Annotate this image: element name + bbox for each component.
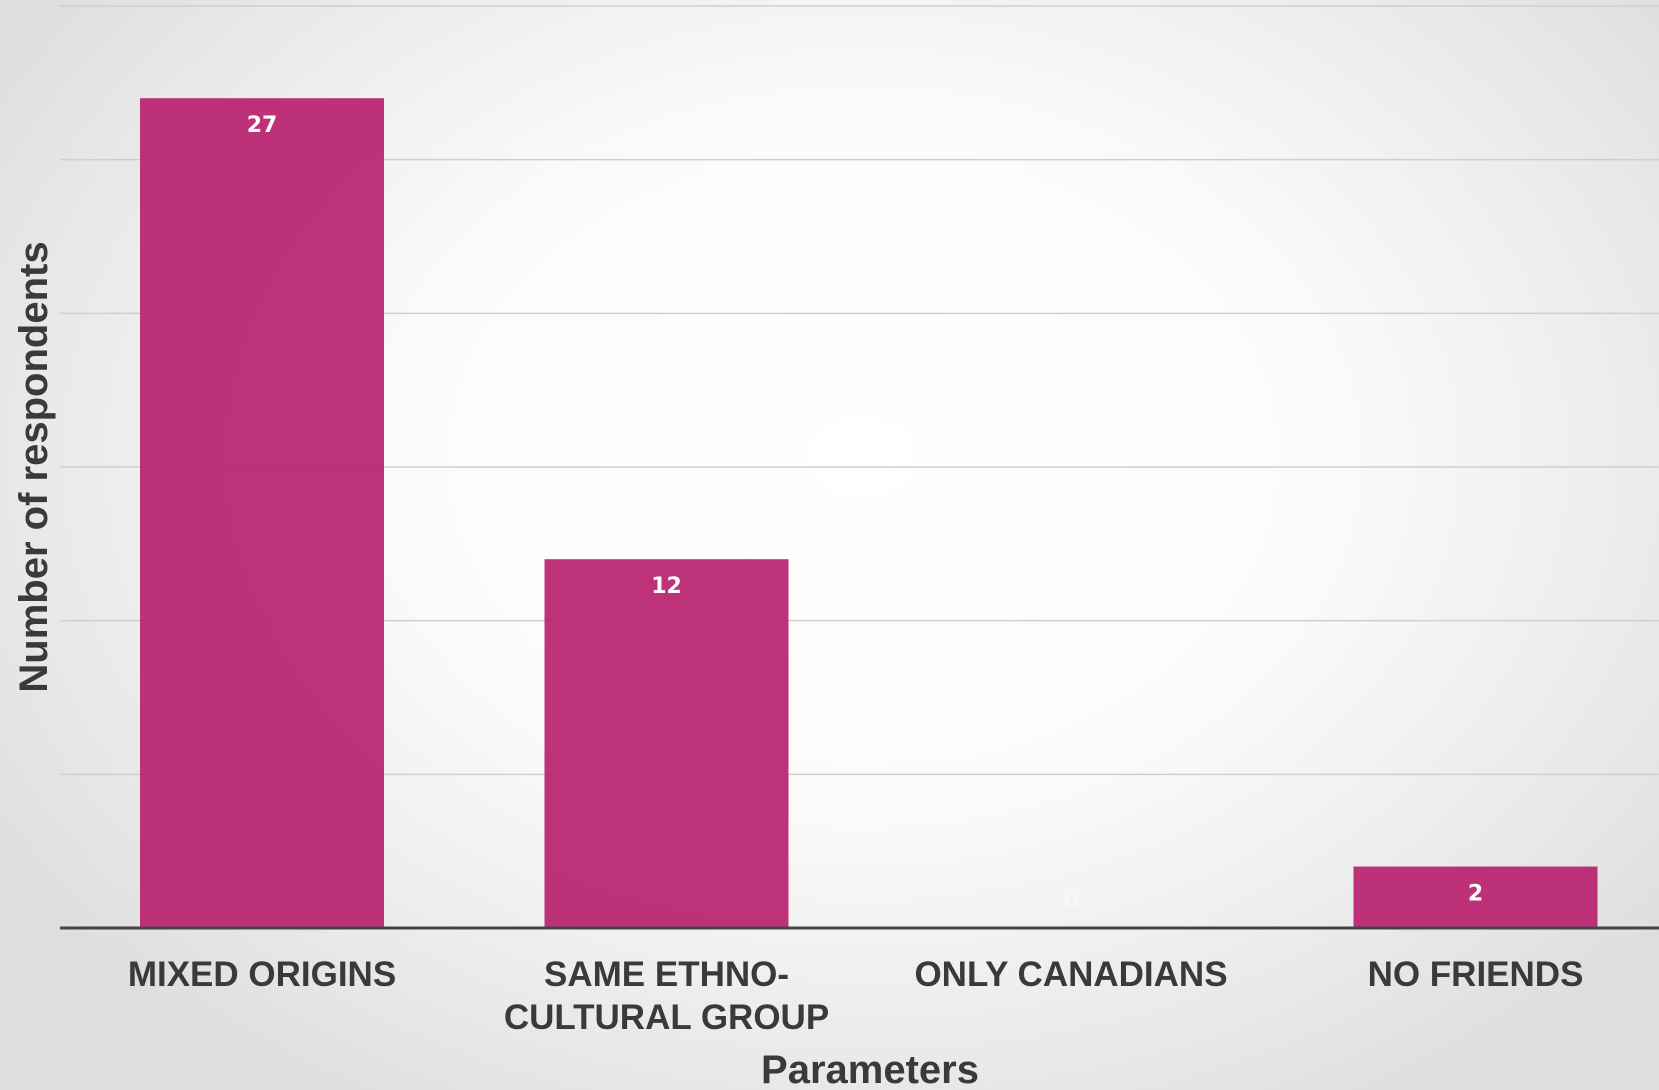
bar-1 bbox=[544, 559, 789, 928]
bars: 27 12 0 2 bbox=[140, 98, 1598, 928]
x-tick-label-3: NO FRIENDS bbox=[1368, 955, 1584, 994]
x-tick-label-2: ONLY CANADIANS bbox=[914, 955, 1227, 994]
x-tick-label-0: MIXED ORIGINS bbox=[128, 955, 396, 994]
data-label-3: 2 bbox=[1468, 882, 1483, 907]
bar-3 bbox=[1353, 866, 1598, 928]
x-tick-labels: MIXED ORIGINS SAME ETHNO-CULTURAL GROUP ON… bbox=[128, 955, 1584, 1037]
x-tick-label-1: SAME ETHNO-CULTURAL GROUP bbox=[504, 955, 829, 1037]
data-label-0: 27 bbox=[247, 113, 278, 138]
data-label-2: 0 bbox=[1063, 889, 1078, 914]
data-label-1: 12 bbox=[651, 574, 682, 599]
y-axis-title: Number of respondents bbox=[12, 241, 56, 692]
x-axis-title: Parameters bbox=[761, 1048, 979, 1090]
bar-0 bbox=[140, 98, 384, 928]
